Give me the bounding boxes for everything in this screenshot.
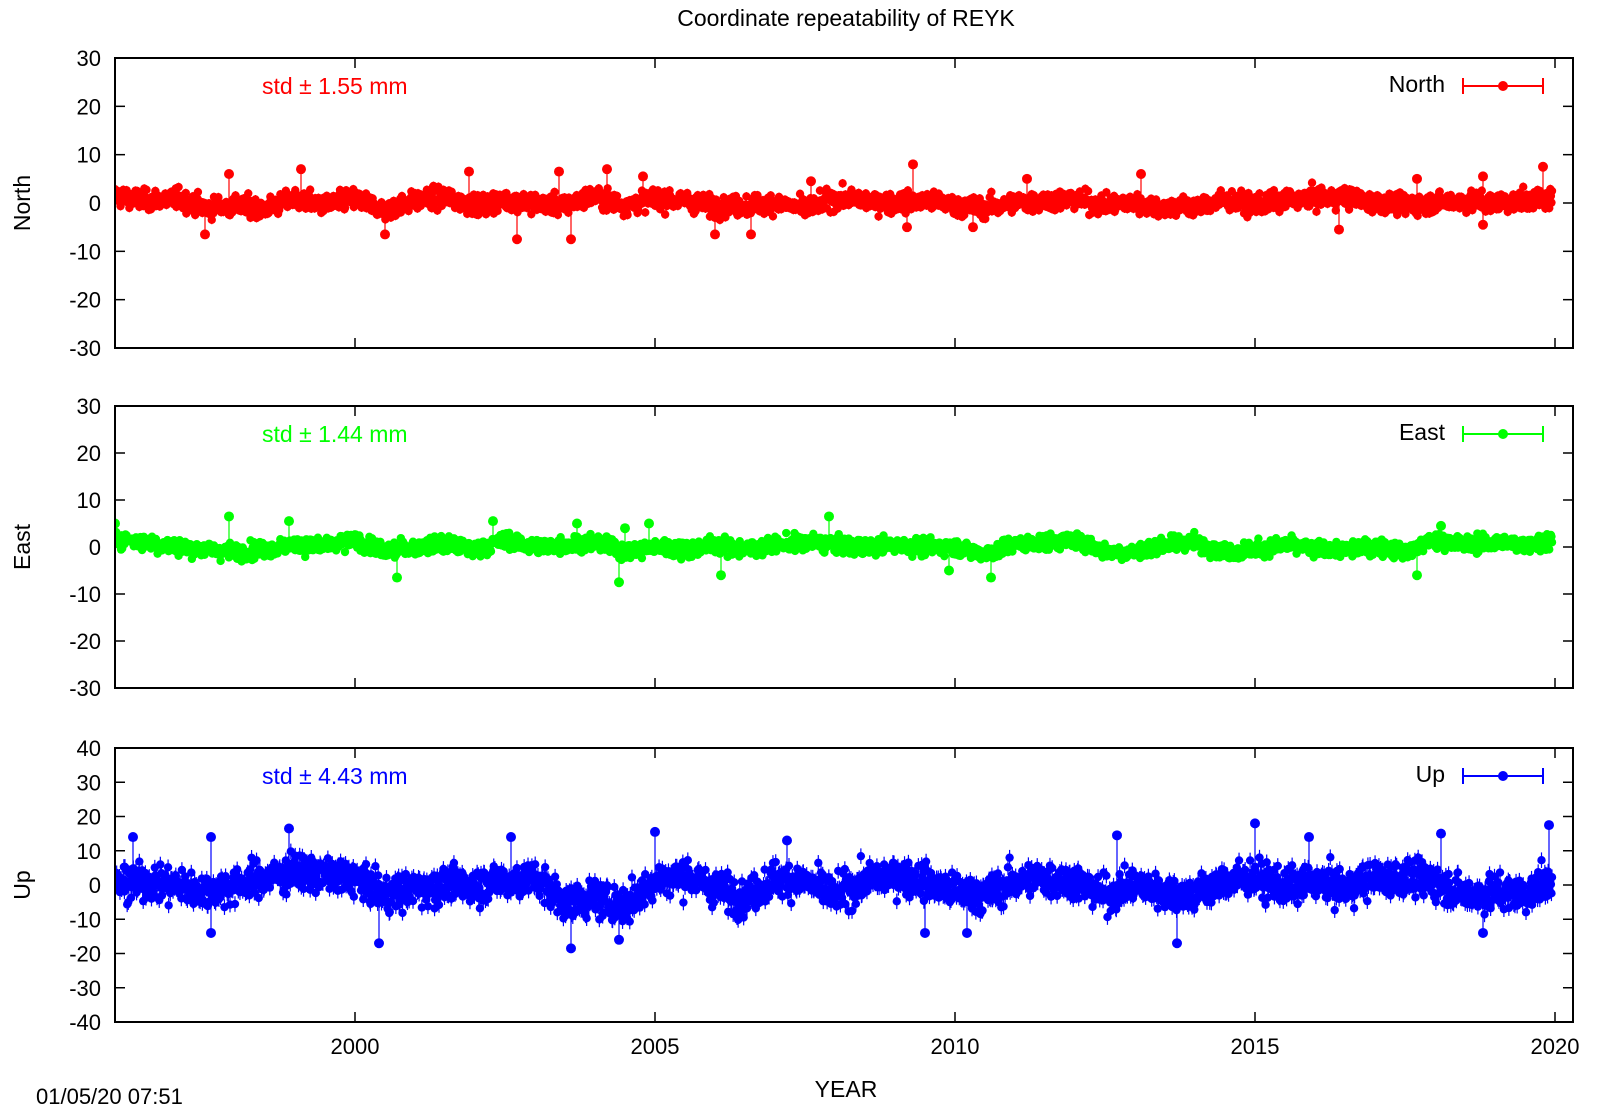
data-point xyxy=(1477,186,1486,195)
data-point xyxy=(116,201,125,211)
data-point xyxy=(838,179,847,188)
y-tick-label: 10 xyxy=(77,143,101,168)
data-point xyxy=(603,184,612,193)
data-point xyxy=(960,210,969,220)
y-tick-label: -30 xyxy=(69,336,101,361)
data-point xyxy=(874,212,883,221)
data-points xyxy=(116,159,1557,245)
data-point xyxy=(742,192,751,201)
data-point xyxy=(1344,205,1354,214)
data-point xyxy=(1312,207,1321,216)
data-point xyxy=(214,192,223,202)
y-tick-label: 30 xyxy=(77,46,101,71)
data-point xyxy=(181,188,190,198)
data-point xyxy=(641,208,650,217)
y-tick-label: -20 xyxy=(69,288,101,313)
y-axis-title: North xyxy=(9,175,35,231)
legend: North xyxy=(1389,71,1544,97)
data-point xyxy=(1331,206,1341,215)
data-point xyxy=(244,189,253,198)
data-point xyxy=(1307,178,1317,187)
chart-title: Coordinate repeatability of REYK xyxy=(677,5,1015,31)
data-point xyxy=(768,212,778,221)
data-point xyxy=(612,191,622,201)
data-point xyxy=(987,187,996,197)
data-point xyxy=(207,215,216,225)
std-label: std ± 1.55 mm xyxy=(262,73,408,99)
y-tick-label: 20 xyxy=(77,94,101,119)
data-point xyxy=(1083,186,1093,196)
y-tick-label: -10 xyxy=(69,239,101,264)
data-point xyxy=(550,187,559,197)
data-point xyxy=(493,206,502,216)
y-tick-label: 0 xyxy=(89,191,101,216)
data-point xyxy=(142,185,151,195)
data-point xyxy=(1102,188,1111,197)
north-panel: 30 20 10 0 -10 -20 -30 North std ± 1.55 mm North xyxy=(9,46,1574,361)
data-point xyxy=(193,187,203,197)
data-point xyxy=(305,185,315,194)
data-point xyxy=(174,182,183,192)
data-point xyxy=(1255,189,1264,198)
data-point xyxy=(623,210,632,220)
data-point xyxy=(481,209,491,219)
data-point xyxy=(660,210,670,219)
legend-label: North xyxy=(1389,71,1445,97)
legend-marker xyxy=(1498,81,1508,91)
